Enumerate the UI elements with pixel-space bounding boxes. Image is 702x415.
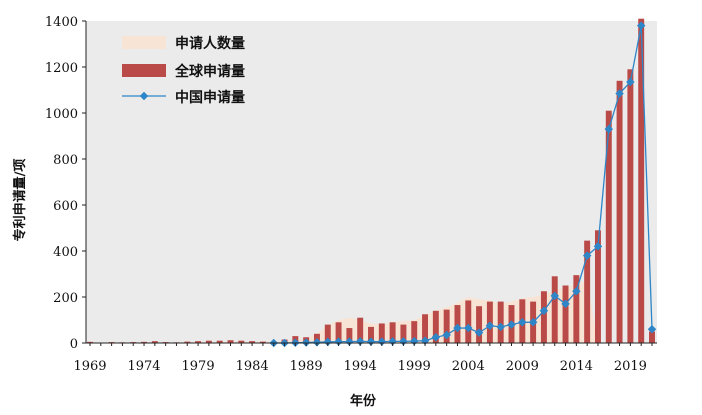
bar-global-1978 [184,341,191,343]
bar-global-2013 [562,285,569,343]
point-china-2013 [561,299,570,309]
point-china-1995 [366,337,376,346]
y-tick-label-0: 0 [70,337,78,352]
x-tick-label-2004: 2004 [452,359,485,374]
bar-global-1974 [141,341,148,343]
x-tick-label-1969: 1969 [73,359,106,374]
point-china-2003 [453,323,462,333]
bar-global-2019 [627,69,634,344]
point-china-2008 [507,320,516,329]
x-tick-label-1994: 1994 [344,359,377,374]
bar-global-2014 [573,275,580,343]
bar-global-2007 [497,301,504,343]
bar-global-1999 [411,321,418,343]
bar-global-2016 [594,230,601,343]
point-china-1990 [312,338,322,347]
point-china-1998 [399,337,408,346]
point-china-2021 [647,324,657,334]
y-tick-label-400: 400 [53,245,78,260]
y-tick-label-800: 800 [53,153,78,168]
x-tick-label-2014: 2014 [560,359,593,374]
y-tick-label-1200: 1200 [45,61,78,76]
x-tick-label-1974: 1974 [127,359,160,374]
x-tick-label-1989: 1989 [290,359,323,374]
point-china-2010 [528,318,538,327]
bar-global-1997 [389,322,396,343]
bar-global-1995 [368,326,374,343]
y-tick-label-1000: 1000 [45,107,78,122]
point-china-2012 [550,291,559,301]
bar-global-2002 [443,309,450,343]
point-china-2006 [485,321,495,330]
x-axis-title: 年份 [350,393,377,409]
x-tick-label-1984: 1984 [236,359,269,374]
legend: 申请人数量 全球申请量 中国申请量 [122,35,245,106]
point-china-2011 [539,306,549,316]
bar-global-2018 [616,80,623,344]
y-tick-label-600: 600 [53,199,78,214]
y-tick-label-200: 200 [53,291,78,306]
legend-label-applicants: 申请人数量 [175,35,245,52]
bar-global-2017 [605,110,612,343]
point-china-2001 [431,333,441,342]
bar-global-1979 [195,341,202,343]
bar-global-1975 [151,341,158,343]
legend-swatch-global [122,64,166,77]
bar-global-2015 [584,240,591,343]
x-tick-label-2019: 2019 [614,359,647,374]
point-china-2014 [572,287,581,296]
point-china-2005 [474,328,484,337]
bar-global-2004 [465,300,472,343]
bar-global-1992 [335,322,342,343]
bar-global-2021 [649,331,655,343]
bar-global-2001 [432,310,439,343]
bar-global-1983 [238,340,245,343]
y-tick-label-1400: 1400 [45,15,78,30]
x-ticks: 1969 1974 1979 1984 1989 1994 1999 2004 2009 2014… [73,343,653,374]
y-ticks: 0 200 400 600 800 1000 1200 1400 [45,15,86,352]
bar-global-1982 [227,340,234,343]
legend-swatch-china-marker [139,91,149,101]
point-china-2009 [518,318,527,327]
x-tick-label-1999: 1999 [398,359,431,374]
bar-global-1994 [357,317,364,343]
y-axis-title: 专利申请量/项 [12,159,28,242]
bar-global-2020 [638,18,645,343]
bar-global-2000 [422,314,429,343]
x-tick-label-1979: 1979 [182,359,215,374]
bar-global-1969 [87,341,93,343]
bar-global-1985 [259,341,266,343]
bar-global-2011 [540,291,547,343]
point-china-1996 [377,337,387,346]
point-china-1992 [334,337,343,346]
bar-global-1991 [324,324,331,343]
point-china-2004 [464,323,473,333]
bar-global-1993 [346,328,353,343]
x-tick-label-2009: 2009 [506,359,539,374]
point-china-1997 [388,337,397,346]
bar-global-1984 [249,341,256,343]
bar-global-2005 [476,306,483,343]
bar-global-2012 [551,276,558,343]
point-china-1991 [323,337,333,347]
legend-label-china: 中国申请量 [175,89,245,106]
legend-label-global: 全球申请量 [174,63,245,80]
bar-global-1980 [205,340,212,343]
point-china-2002 [442,330,451,340]
point-china-2007 [496,322,505,332]
bar-global-1998 [400,324,407,343]
legend-swatch-applicants [122,36,166,49]
point-china-1993 [345,337,354,346]
bar-global-1996 [378,323,385,343]
point-china-1994 [355,337,365,346]
bar-global-1981 [216,340,223,343]
